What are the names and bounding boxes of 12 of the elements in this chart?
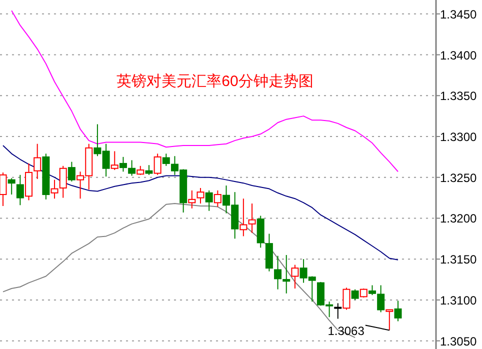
y-tick-label: 1.3150	[440, 252, 478, 267]
y-tick-label: 1.3200	[440, 212, 478, 226]
y-tick-label: 1.3250	[440, 170, 478, 185]
y-tick-label: 1.3050	[440, 334, 478, 348]
y-tick-label: 1.3400	[440, 48, 478, 62]
y-tick-label: 1.3450	[440, 7, 478, 22]
annotation: 1.3063	[328, 324, 390, 338]
y-tick-label: 1.3350	[440, 89, 478, 104]
y-tick-label: 1.3300	[440, 130, 478, 144]
text: 英镑对美元汇率60分钟走势图	[116, 73, 314, 90]
y-tick-label: 1.3100	[440, 293, 478, 308]
annotation: 1.3063	[328, 324, 365, 338]
